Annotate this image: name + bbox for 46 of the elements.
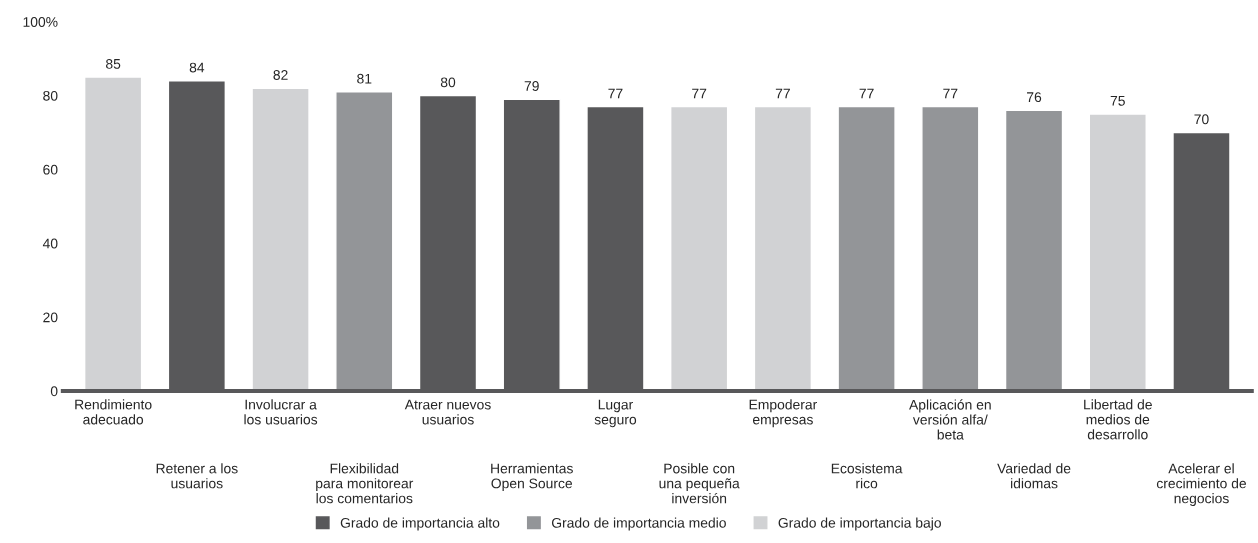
x-tick-label: Acelerar el crecimiento de negocios (1156, 463, 1247, 507)
data-label: 84 (189, 62, 205, 73)
x-tick-label: Empoderar empresas (749, 399, 818, 428)
x-tick-label: Variedad de idiomas (997, 463, 1071, 489)
x-tick-label: Rendimiento adecuado (75, 399, 152, 425)
y-tick-label: 80 (43, 90, 58, 101)
x-tick-label: Herramientas Open Source (491, 463, 573, 492)
data-label: 77 (608, 88, 623, 99)
bar (1004, 109, 1064, 391)
x-tick-label: Involucrar a los usuarios (244, 399, 318, 425)
bar (1088, 113, 1147, 391)
x-tick-label: Ecosistema rico (831, 463, 903, 489)
bar (837, 105, 896, 391)
bar (251, 87, 310, 391)
legend-label: Grado de importancia bajo (778, 517, 941, 531)
bar (335, 91, 394, 391)
data-label: 81 (357, 73, 372, 84)
x-tick-label: Aplicación en versión alfa/ beta (909, 399, 991, 440)
legend-label: Grado de importancia alto (340, 517, 500, 531)
data-label: 76 (1027, 92, 1042, 103)
x-tick-label: Retener a los usuarios (156, 463, 238, 489)
data-label: 77 (775, 88, 790, 99)
x-tick-label: Posible con una pequeña inversión (659, 463, 740, 504)
data-label: 79 (524, 81, 539, 91)
data-label: 80 (440, 77, 456, 88)
x-tick-label: Flexibilidad para monitorear los comentarios (316, 463, 414, 504)
bar (921, 105, 980, 391)
legend-label: Grado de importancia medio (551, 517, 726, 531)
y-tick-label: 40 (42, 238, 58, 249)
y-tick-label: 100% (23, 17, 58, 27)
x-tick-label: Libertad de medios de desarrollo (1084, 399, 1152, 440)
data-label: 77 (692, 88, 707, 99)
data-label: 70 (1194, 114, 1209, 125)
data-label: 77 (943, 88, 958, 99)
bar (83, 76, 143, 391)
x-tick-label: Lugar seguro (594, 399, 637, 428)
y-tick-label: 60 (43, 164, 58, 175)
y-tick-label: 0 (50, 386, 58, 397)
data-label: 75 (1110, 96, 1125, 106)
bar (670, 105, 729, 391)
data-label: 82 (273, 70, 288, 80)
data-label: 85 (106, 58, 121, 69)
x-tick-label: Atraer nuevos usuarios (404, 399, 491, 425)
bar (753, 105, 813, 391)
y-tick-label: 20 (43, 312, 58, 323)
data-label: 77 (859, 88, 874, 99)
